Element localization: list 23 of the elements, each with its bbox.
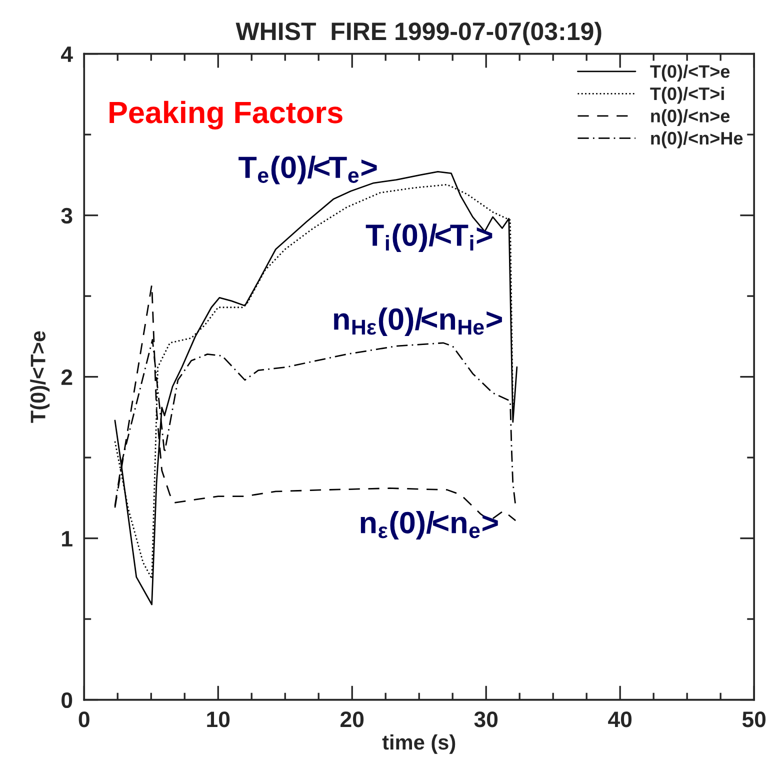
annotation: n$_{Hε}$(0)/<n$_{He}$> bbox=[334, 308, 502, 336]
y-tick-label: 2 bbox=[61, 369, 72, 385]
annotation: T$_{e}$(0)/<T$_{e}$> bbox=[238, 156, 377, 184]
legend-label: n(0)/<n>He bbox=[651, 131, 743, 148]
x-tick-label: 0 bbox=[78, 711, 90, 728]
x-tick-label: 40 bbox=[608, 711, 632, 728]
chart-title: WHIST FIRE 1999-07-07(03:19) bbox=[236, 22, 602, 46]
annotation: n$_{ε}$(0)/<n$_{e}$> bbox=[360, 511, 498, 540]
y-tick-label: 4 bbox=[61, 46, 73, 62]
legend-label: T(0)/<T>e bbox=[650, 64, 730, 82]
legend-label: n(0)/<n>e bbox=[651, 109, 730, 126]
x-tick-label: 10 bbox=[207, 711, 230, 728]
y-tick-label: 1 bbox=[62, 531, 72, 546]
x-axis-title: time (s) bbox=[382, 734, 456, 754]
x-tick-label: 30 bbox=[474, 711, 498, 728]
legend-label: T(0)/<T>i bbox=[650, 86, 724, 104]
annotation: Peaking Factors bbox=[110, 100, 342, 130]
x-tick-label: 20 bbox=[340, 711, 364, 728]
x-tick-label: 50 bbox=[742, 711, 766, 728]
y-tick-label: 3 bbox=[61, 208, 72, 224]
y-axis-title: T(0)/<T>e bbox=[30, 331, 50, 423]
y-tick-label: 0 bbox=[62, 692, 72, 708]
annotation: T$_{i}$(0)/<T$_{i}$> bbox=[366, 224, 492, 252]
